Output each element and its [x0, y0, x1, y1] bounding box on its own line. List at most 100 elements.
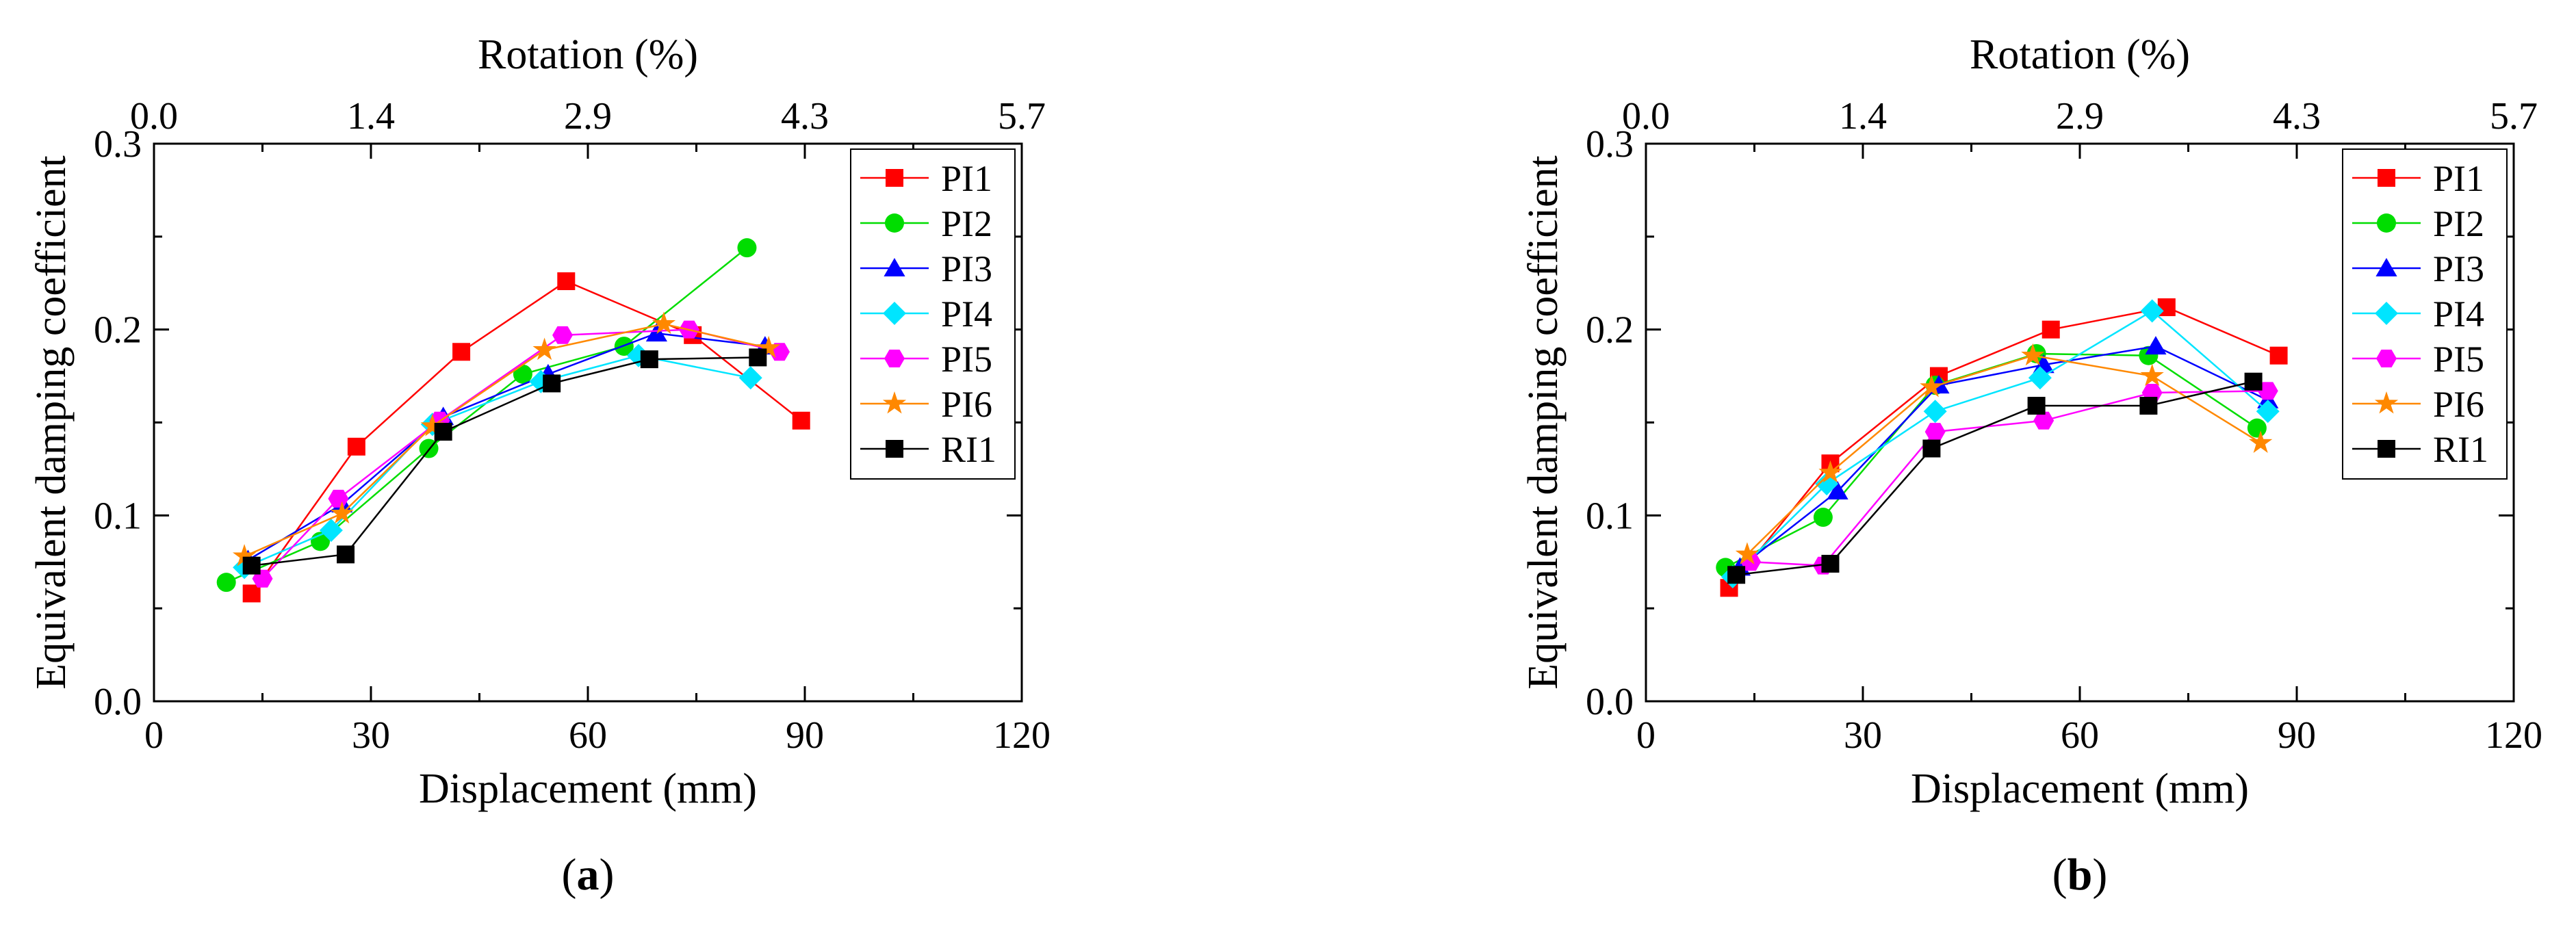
- series-pi2: [217, 238, 757, 592]
- x2-tick-label: 1.4: [1839, 95, 1887, 138]
- y-tick-label: 0.0: [1586, 681, 1634, 723]
- legend-marker: [885, 213, 904, 233]
- legend-label: PI6: [941, 384, 992, 425]
- chart-panel-a: 00.0301.4602.9904.31205.70.00.10.20.3Dis…: [28, 31, 1051, 900]
- data-point: [348, 438, 365, 456]
- series-line: [1740, 346, 2267, 567]
- panel-label: (a): [562, 850, 615, 900]
- series-pi1: [243, 272, 810, 602]
- data-point: [1924, 400, 1947, 423]
- legend-label: PI4: [2433, 294, 2484, 335]
- x2-tick-label: 2.9: [564, 95, 612, 138]
- data-point: [337, 545, 355, 563]
- y-tick-label: 0.1: [1586, 495, 1634, 537]
- y-tick-label: 0.2: [1586, 309, 1634, 352]
- legend-marker: [2378, 169, 2395, 187]
- data-point: [1814, 508, 1833, 527]
- y-axis-title: Equivalent damping coefficient: [1520, 155, 1567, 689]
- data-point: [749, 348, 767, 366]
- data-point: [739, 366, 762, 389]
- y-tick-label: 0.1: [94, 495, 142, 537]
- legend-label: PI2: [941, 203, 992, 244]
- data-point: [543, 374, 561, 392]
- x-tick-label: 120: [993, 714, 1051, 757]
- x-tick-label: 60: [2061, 714, 2099, 757]
- legend-label: RI1: [2433, 429, 2488, 470]
- legend-label: PI3: [941, 248, 992, 289]
- data-point: [2270, 347, 2288, 365]
- x-tick-label: 90: [2278, 714, 2316, 757]
- series-ri1: [1727, 373, 2263, 584]
- legend-label: PI1: [2433, 158, 2484, 199]
- data-point: [452, 343, 470, 361]
- series-pi6: [1736, 343, 2272, 564]
- series-line: [1736, 382, 2254, 575]
- y-tick-label: 0.3: [1586, 123, 1634, 166]
- data-point: [2139, 397, 2157, 415]
- series-line: [1725, 354, 2257, 567]
- legend-marker: [2377, 213, 2396, 233]
- legend-marker: [886, 440, 903, 458]
- x-tick-label: 30: [352, 714, 390, 757]
- legend-label: PI2: [2433, 203, 2484, 244]
- x-tick-label: 60: [569, 714, 607, 757]
- data-point: [2145, 336, 2166, 354]
- series-pi4: [1721, 300, 2280, 588]
- x-tick-label: 0: [144, 714, 164, 757]
- y-tick-label: 0.0: [94, 681, 142, 723]
- x-axis-title: Displacement (mm): [1911, 766, 2249, 812]
- data-point: [1925, 423, 1946, 441]
- legend-label: PI6: [2433, 384, 2484, 425]
- series-pi6: [233, 312, 780, 566]
- data-point: [793, 412, 810, 430]
- series-pi5: [253, 321, 790, 588]
- series-pi2: [1716, 344, 2267, 577]
- x2-axis-title: Rotation (%): [478, 31, 698, 78]
- x2-tick-label: 5.7: [2490, 95, 2538, 138]
- series-line: [252, 281, 801, 593]
- data-point: [1821, 555, 1839, 573]
- data-point: [435, 423, 452, 441]
- legend-label: RI1: [941, 429, 996, 470]
- x-tick-label: 30: [1844, 714, 1882, 757]
- series-line: [227, 248, 747, 582]
- legend-label: PI5: [2433, 339, 2484, 380]
- data-point: [1922, 440, 1940, 458]
- data-point: [1727, 566, 1745, 584]
- series-pi1: [1721, 298, 2288, 597]
- x-tick-label: 0: [1636, 714, 1656, 757]
- chart-panel-b: 00.0301.4602.9904.31205.70.00.10.20.3Dis…: [1520, 31, 2542, 900]
- data-point: [2042, 321, 2060, 339]
- series-pi3: [237, 323, 776, 568]
- y-tick-label: 0.2: [94, 309, 142, 352]
- legend-label: PI3: [2433, 248, 2484, 289]
- data-point: [2028, 397, 2046, 415]
- x-tick-label: 90: [786, 714, 824, 757]
- x2-tick-label: 5.7: [998, 95, 1046, 138]
- x-tick-label: 120: [2485, 714, 2542, 757]
- data-point: [641, 350, 658, 368]
- panel-label: (b): [2052, 850, 2108, 900]
- x-axis-title: Displacement (mm): [419, 766, 757, 812]
- x2-tick-label: 2.9: [2056, 95, 2104, 138]
- legend-label: PI5: [941, 339, 992, 380]
- data-point: [2247, 419, 2267, 438]
- data-point: [217, 573, 236, 592]
- x2-tick-label: 1.4: [347, 95, 395, 138]
- x2-tick-label: 4.3: [2273, 95, 2321, 138]
- series-pi3: [1729, 336, 2279, 575]
- legend-label: PI4: [941, 294, 992, 335]
- data-point: [243, 557, 261, 575]
- data-point: [737, 238, 756, 257]
- legend-marker: [2378, 440, 2395, 458]
- legend-label: PI1: [941, 158, 992, 199]
- data-point: [2245, 373, 2263, 391]
- legend-marker: [886, 169, 903, 187]
- x2-tick-label: 4.3: [781, 95, 829, 138]
- data-point: [552, 326, 573, 344]
- x2-axis-title: Rotation (%): [1970, 31, 2190, 78]
- y-tick-label: 0.3: [94, 123, 142, 166]
